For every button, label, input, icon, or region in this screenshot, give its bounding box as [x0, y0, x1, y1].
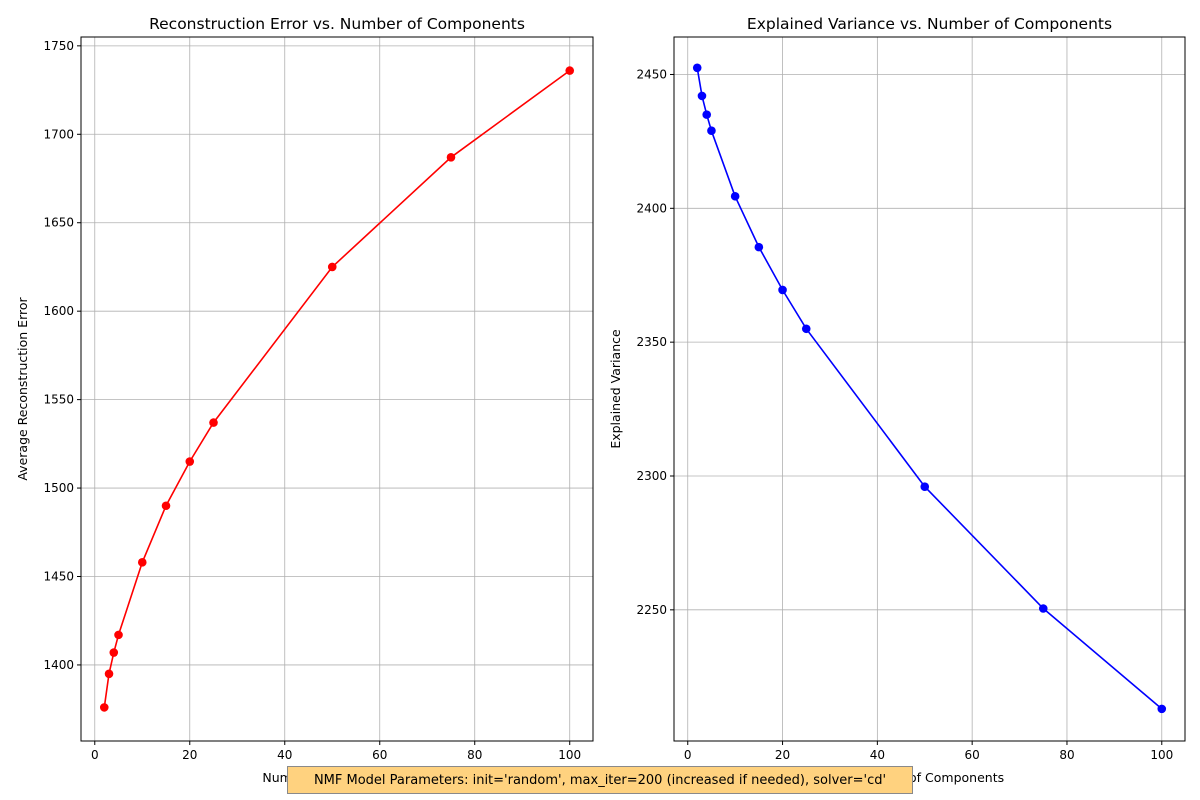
left-data-point	[565, 66, 575, 75]
right-data-point	[801, 324, 811, 334]
left-series-line	[103, 69, 571, 708]
left-x-tick-label: 100	[558, 748, 581, 762]
left-data-point	[109, 648, 119, 657]
right-x-tick-label: 20	[775, 748, 790, 762]
right-x-tick-label: 0	[684, 748, 692, 762]
left-x-tick-label: 0	[91, 748, 99, 762]
left-chart-title: Reconstruction Error vs. Number of Compo…	[149, 15, 525, 33]
left-y-tick-label: 1500	[43, 481, 74, 495]
left-data-point	[327, 262, 337, 272]
right-chart-title: Explained Variance vs. Number of Compone…	[747, 15, 1112, 33]
right-plot-frame	[673, 36, 1186, 742]
left-data-point	[99, 703, 109, 712]
right-x-tick-label: 80	[1059, 748, 1074, 762]
right-chart: 0 20 40 60 80 100 2250 2300 2350 2400 2450 Explaine…	[608, 15, 1186, 785]
model-parameters-note: NMF Model Parameters: init='random', max…	[287, 766, 913, 794]
right-y-tick-label: 2250	[636, 603, 667, 617]
right-x-tick-label: 40	[870, 748, 885, 762]
left-x-tick-label: 40	[277, 748, 292, 762]
right-data-point	[778, 285, 787, 295]
right-y-tick-label: 2350	[636, 335, 667, 349]
right-y-axis-label: Explained Variance	[608, 329, 623, 449]
left-y-axis-label: Average Reconstruction Error	[15, 296, 30, 480]
right-y-tick-label: 2300	[636, 469, 667, 483]
right-data-point	[692, 63, 702, 73]
left-y-tick-label: 1400	[43, 658, 74, 672]
right-y-tick-label: 2400	[636, 201, 667, 215]
right-series-line	[696, 67, 1163, 710]
right-x-tick-label: 100	[1150, 748, 1173, 762]
right-y-tick-label: 2450	[636, 67, 667, 81]
right-data-point	[1157, 704, 1167, 714]
right-x-tick-label: 60	[965, 748, 980, 762]
left-y-tick-label: 1600	[43, 304, 74, 318]
left-x-tick-label: 80	[467, 748, 482, 762]
left-data-point	[185, 457, 195, 466]
left-data-point	[161, 501, 171, 511]
left-x-tick-label: 60	[372, 748, 387, 762]
left-x-tick-label: 20	[182, 748, 197, 762]
right-data-point	[920, 482, 930, 492]
left-data-point	[137, 558, 147, 567]
left-chart: 0 20 40 60 80 100 1400 1450 1500 1550 1600 1650 1700…	[15, 15, 594, 785]
right-data-point	[707, 126, 716, 135]
left-y-tick-label: 1750	[43, 39, 74, 53]
left-y-tick-label: 1450	[43, 569, 74, 583]
left-data-point	[114, 630, 123, 640]
left-data-point	[104, 669, 114, 679]
left-plot-frame	[80, 36, 594, 742]
left-y-tick-label: 1700	[43, 127, 74, 141]
right-data-point	[702, 110, 712, 119]
right-data-point	[1038, 604, 1048, 613]
right-data-point	[697, 91, 707, 101]
left-y-tick-label: 1550	[43, 393, 74, 407]
right-data-point	[730, 191, 740, 201]
left-data-point	[446, 152, 456, 162]
left-data-point	[209, 418, 218, 427]
left-y-tick-label: 1650	[43, 216, 74, 230]
right-data-point	[754, 242, 764, 252]
